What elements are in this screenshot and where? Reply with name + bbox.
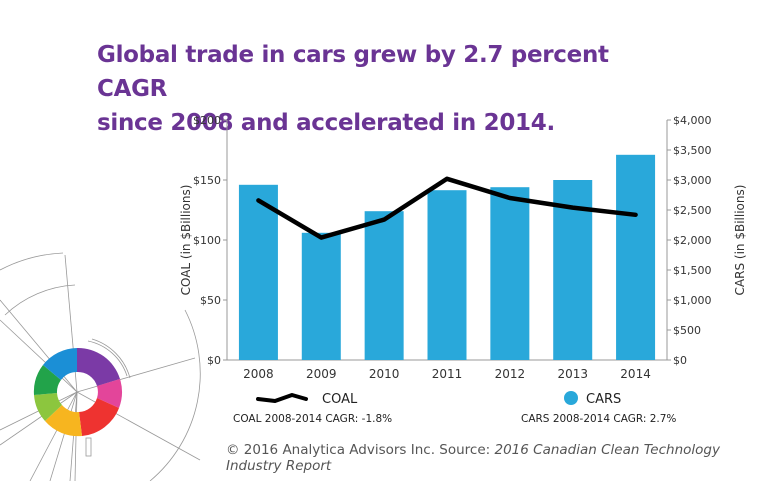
- line-coal: [256, 176, 638, 240]
- legend-coal-line-icon: [256, 393, 308, 403]
- footer-source: 2016 Canadian Clean Technology Industry …: [226, 442, 720, 474]
- bar-cars-2008: [238, 184, 278, 360]
- right-axis-label: CARS (in $Billions): [733, 185, 747, 296]
- left-tick-label: $200: [193, 114, 221, 127]
- left-tick-label: $50: [200, 294, 221, 307]
- legend-coal-cagr: COAL 2008-2014 CAGR: -1.8%: [233, 413, 392, 425]
- right-tick-label: $2,500: [673, 204, 712, 217]
- right-tick-label: $4,000: [673, 114, 712, 127]
- x-tick-label: 2010: [369, 367, 400, 381]
- x-tick-label: 2009: [306, 367, 337, 381]
- x-tick-label: 2012: [495, 367, 526, 381]
- right-tick-label: $0: [673, 354, 687, 367]
- right-tick-label: $1,500: [673, 264, 712, 277]
- right-tick-label: $3,500: [673, 144, 712, 157]
- title-line-1: Global trade in cars grew by 2.7 percent…: [97, 42, 609, 102]
- x-tick-label: 2014: [620, 367, 651, 381]
- bar-cars-2012: [490, 187, 530, 360]
- legend-cars-cagr: CARS 2008-2014 CAGR: 2.7%: [521, 413, 676, 425]
- legend-coal-label: COAL: [322, 392, 358, 407]
- left-tick-label: $150: [193, 174, 221, 187]
- x-tick-label: 2013: [557, 367, 588, 381]
- right-tick-label: $500: [673, 324, 701, 337]
- right-tick-label: $1,000: [673, 294, 712, 307]
- title-line-2: since 2008 and accelerated in 2014.: [97, 110, 555, 136]
- footer-credit: © 2016 Analytica Advisors Inc. Source: 2…: [226, 442, 770, 474]
- left-tick-label: $0: [207, 354, 221, 367]
- bar-cars-2009: [301, 232, 341, 360]
- legend-cars-dot-icon: [564, 391, 578, 405]
- color-wheel-decoration: [0, 252, 201, 481]
- left-tick-label: $100: [193, 234, 221, 247]
- left-axis-label: COAL (in $Billions): [179, 185, 193, 296]
- bar-cars-2014: [616, 154, 656, 360]
- chart-title: Global trade in cars grew by 2.7 percent…: [97, 38, 657, 140]
- bar-cars-2010: [364, 211, 404, 360]
- right-tick-label: $3,000: [673, 174, 712, 187]
- legend: COAL COAL 2008-2014 CAGR: -1.8% CARS CAR…: [233, 391, 676, 425]
- x-tick-label: 2008: [243, 367, 274, 381]
- footer-copyright: © 2016 Analytica Advisors Inc. Source:: [226, 442, 495, 458]
- x-tick-label: 2011: [432, 367, 463, 381]
- right-tick-label: $2,000: [673, 234, 712, 247]
- legend-cars-label: CARS: [586, 392, 621, 407]
- bar-cars-2011: [427, 190, 467, 360]
